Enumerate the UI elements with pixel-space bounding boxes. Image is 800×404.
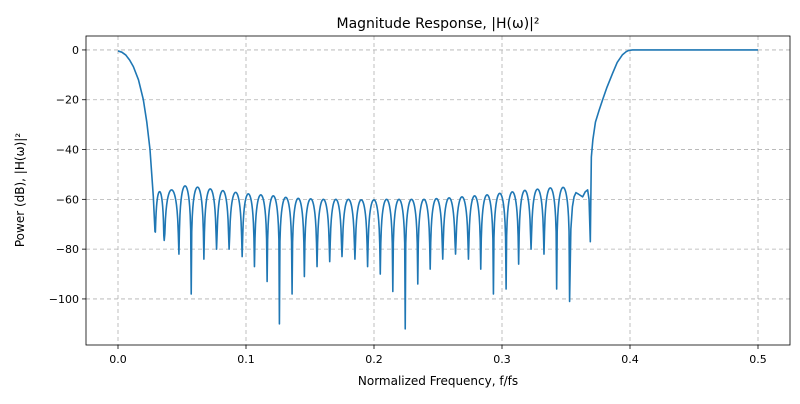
- series-line: [117, 49, 758, 330]
- x-tick-label: 0.4: [621, 353, 639, 366]
- y-axis-label: Power (dB), |H(ω)|²: [13, 133, 27, 247]
- x-tick-label: 0.0: [109, 353, 127, 366]
- chart-title: Magnitude Response, |H(ω)|²: [337, 16, 540, 32]
- x-tick-label: 0.1: [237, 353, 255, 366]
- grid: [86, 36, 790, 345]
- x-tick-label: 0.2: [365, 353, 383, 366]
- plot-frame: [85, 35, 791, 346]
- y-tick-label: −60: [56, 193, 79, 206]
- x-tick-label: 0.3: [493, 353, 511, 366]
- y-tick-label: −40: [56, 144, 79, 157]
- y-tick-label: −80: [56, 243, 79, 256]
- y-tick-label: −20: [56, 94, 79, 107]
- x-axis-label: Normalized Frequency, f/fs: [358, 374, 518, 388]
- ticks: 0.0 0.1 0.2 0.3 0.4 0.5 0 −20 −40 −60 −80 −100: [49, 44, 767, 366]
- y-tick-label: 0: [72, 44, 79, 57]
- y-tick-label: −100: [49, 293, 79, 306]
- x-tick-label: 0.5: [749, 353, 767, 366]
